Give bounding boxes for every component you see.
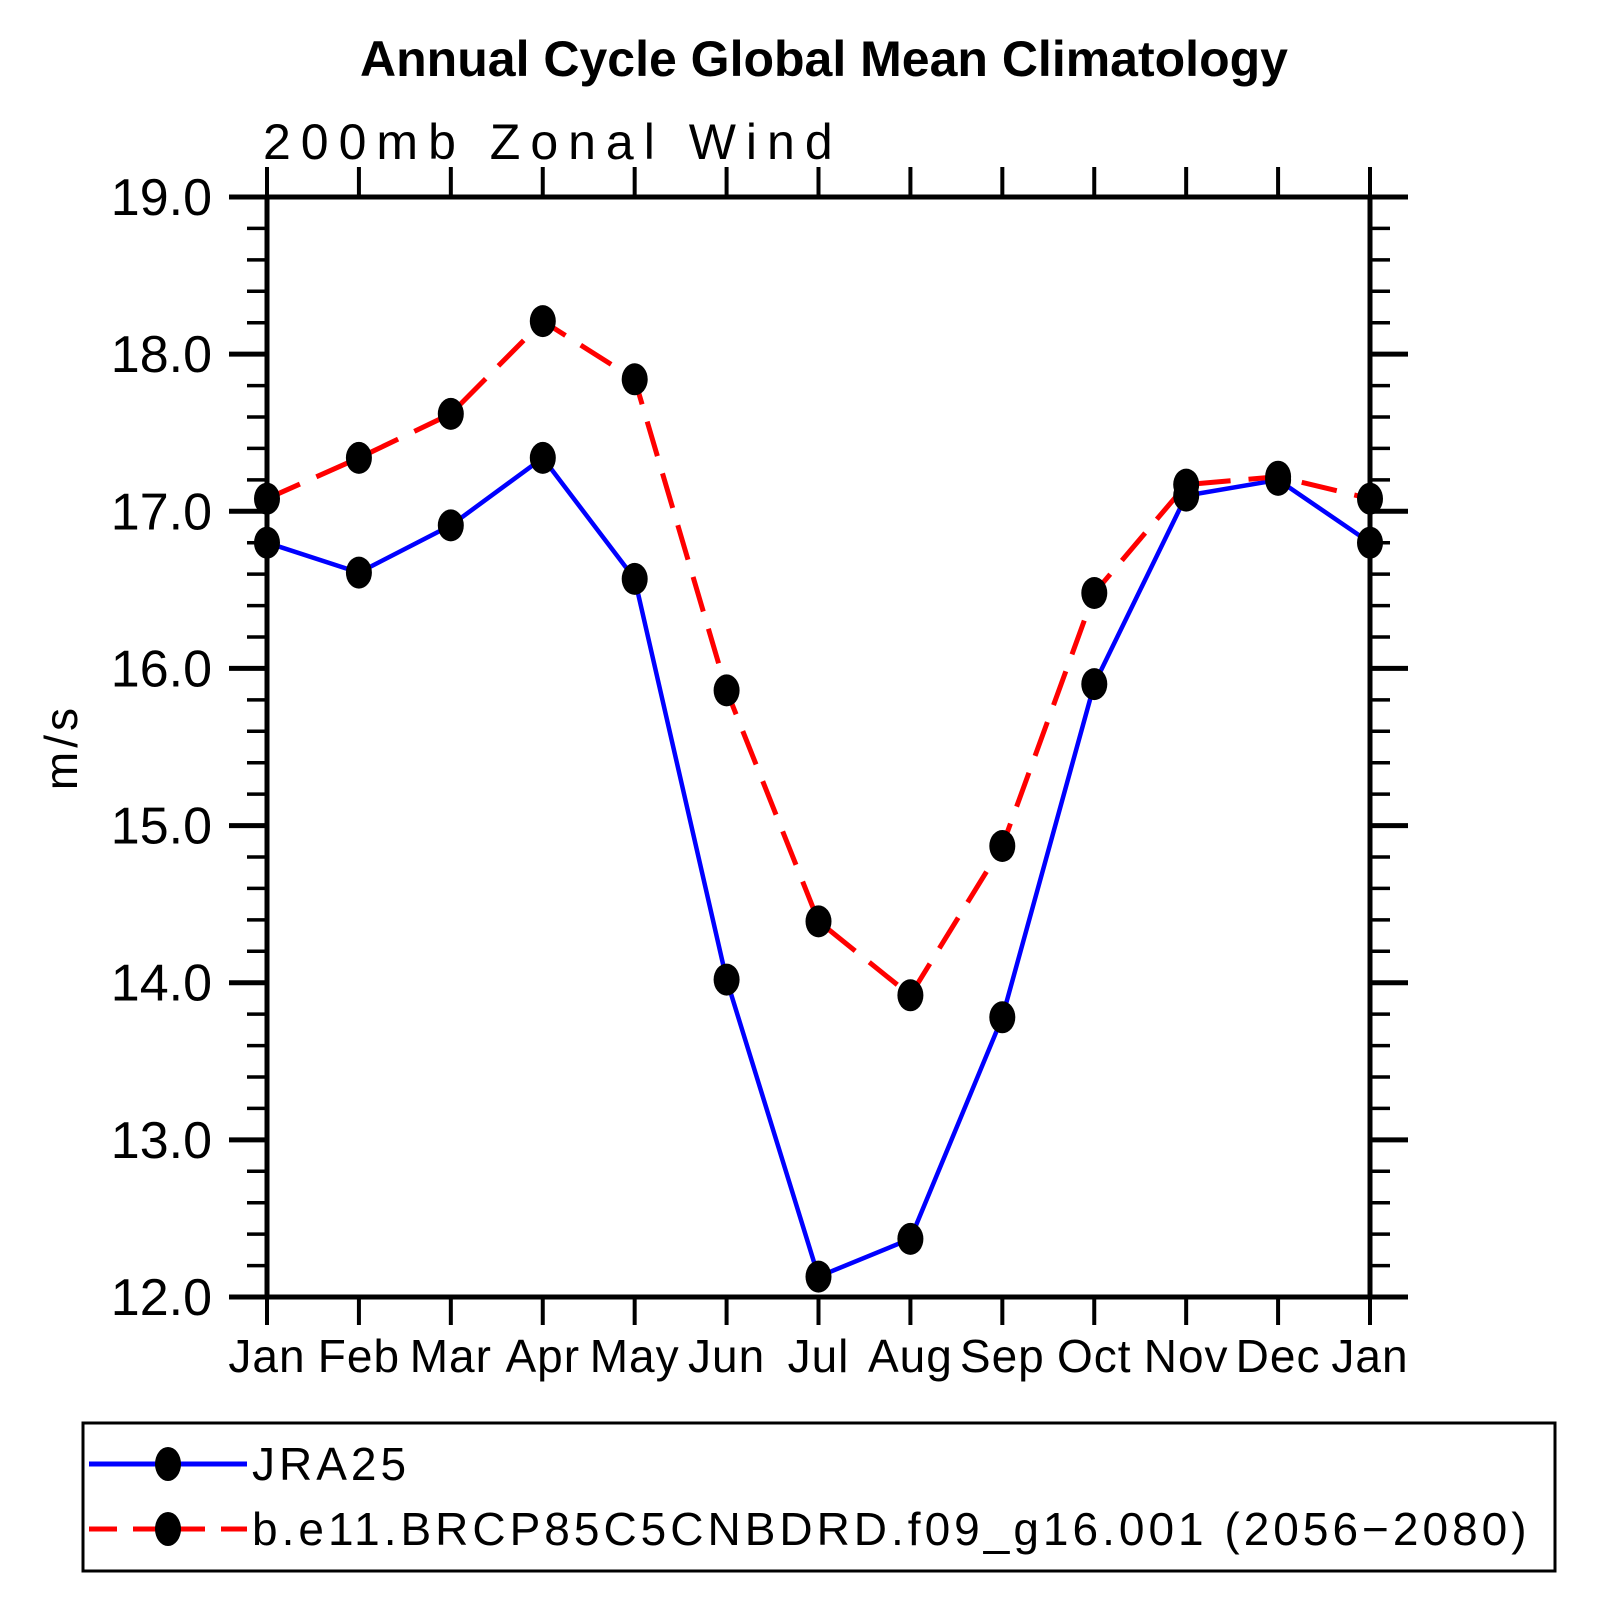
- chart-title: Annual Cycle Global Mean Climatology: [360, 31, 1288, 87]
- chart-subtitle: 200mb Zonal Wind: [263, 114, 843, 170]
- series-marker-1: [989, 830, 1016, 862]
- series-marker-0: [1357, 526, 1383, 559]
- x-tick-label: Oct: [1057, 1330, 1132, 1382]
- x-tick-label: Jun: [688, 1330, 765, 1382]
- legend-marker-jra25: [155, 1447, 181, 1481]
- x-tick-label: May: [590, 1330, 680, 1382]
- series-marker-0: [989, 1001, 1016, 1034]
- series-marker-1: [621, 363, 648, 396]
- x-tick-label: Jul: [788, 1330, 850, 1382]
- series-marker-1: [805, 905, 832, 938]
- series-marker-1: [529, 305, 556, 338]
- x-tick-label: Feb: [318, 1330, 400, 1382]
- y-tick-label: 12.0: [111, 1269, 212, 1327]
- x-tick-label: Nov: [1144, 1330, 1229, 1382]
- series-marker-1: [437, 397, 464, 430]
- series-marker-0: [897, 1222, 924, 1255]
- series-marker-1: [713, 674, 740, 707]
- series-marker-0: [1081, 668, 1108, 701]
- series-marker-0: [529, 441, 556, 474]
- series-line-1: [265, 318, 1371, 998]
- y-tick-label: 17.0: [111, 483, 212, 541]
- x-tick-label: Apr: [505, 1330, 580, 1382]
- series-marker-1: [345, 441, 372, 474]
- x-tick-label: Dec: [1236, 1330, 1321, 1382]
- x-tick-label: Jan: [1331, 1330, 1408, 1382]
- legend-box: [81, 1421, 1557, 1573]
- series-marker-1: [1357, 482, 1383, 515]
- series-marker-1: [254, 482, 280, 515]
- series-marker-1: [897, 979, 924, 1012]
- y-axis-label: m/s: [35, 704, 87, 790]
- legend-label-jra25: JRA25: [252, 1438, 410, 1490]
- legend-marker-model: [155, 1512, 181, 1546]
- y-tick-label: 13.0: [111, 1112, 212, 1170]
- legend-label-model: b.e11.BRCP85C5CNBDRD.f09_g16.001 (2056−2…: [252, 1503, 1531, 1555]
- y-tick-label: 16.0: [111, 640, 212, 698]
- x-tick-label: Mar: [410, 1330, 492, 1382]
- y-tick-label: 14.0: [111, 955, 212, 1013]
- series-marker-1: [1265, 460, 1292, 493]
- series-line-0: [266, 455, 1372, 1279]
- x-tick-label: Jan: [228, 1330, 305, 1382]
- x-tick-label: Sep: [960, 1330, 1045, 1382]
- series-marker-0: [713, 963, 740, 996]
- x-tick-label: Aug: [868, 1330, 953, 1382]
- series-marker-1: [1173, 468, 1200, 501]
- series-marker-0: [254, 526, 280, 559]
- plot-frame: [264, 194, 1373, 1300]
- legend: JRA25 b.e11.BRCP85C5CNBDRD.f09_g16.001 (…: [81, 1421, 1557, 1573]
- y-tick-label: 15.0: [111, 798, 212, 856]
- series-marker-1: [1081, 577, 1108, 609]
- series-marker-0: [805, 1260, 832, 1293]
- series-marker-0: [345, 556, 372, 589]
- series: [254, 305, 1383, 1293]
- series-marker-0: [437, 509, 464, 542]
- y-tick-label: 19.0: [111, 169, 212, 227]
- series-marker-0: [621, 562, 648, 595]
- y-tick-label: 18.0: [111, 326, 212, 384]
